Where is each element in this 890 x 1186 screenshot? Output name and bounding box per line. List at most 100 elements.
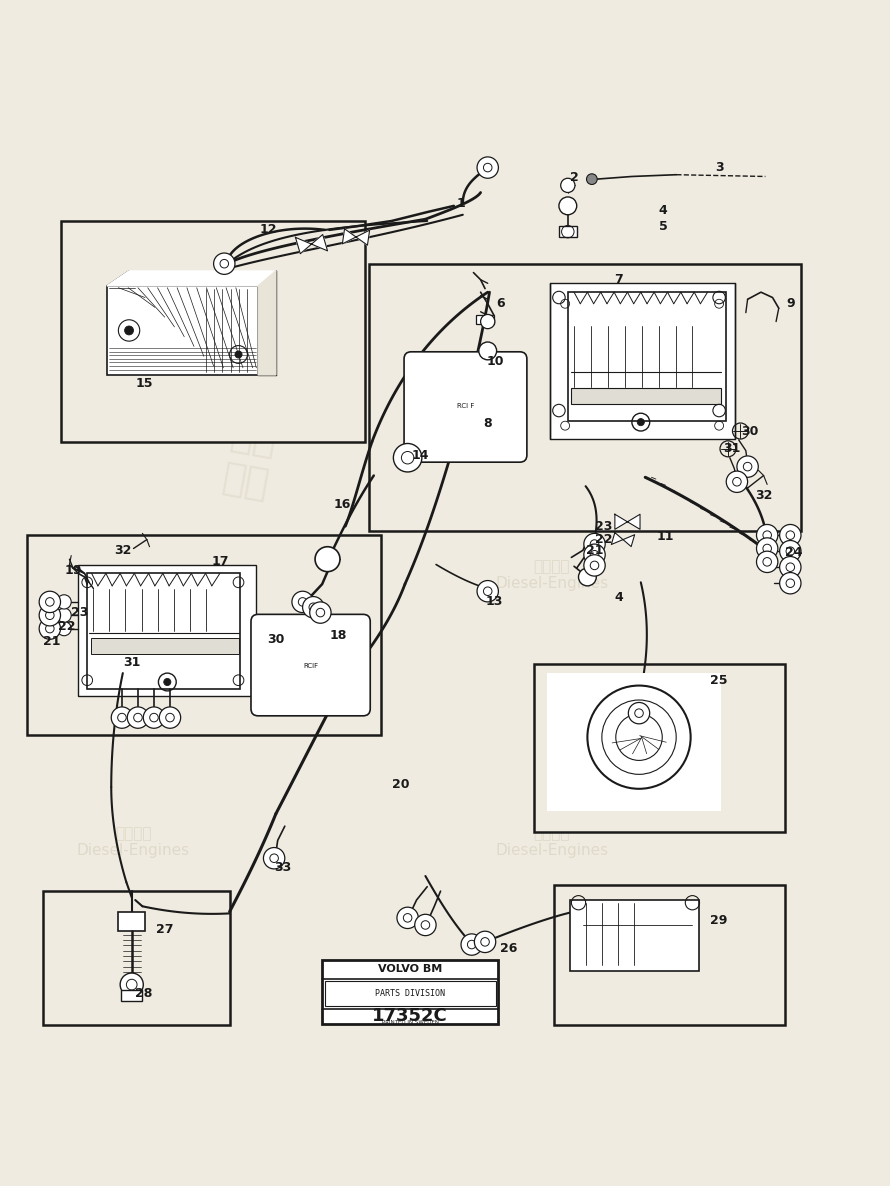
Text: 聚发动力
Diesel-Engines: 聚发动力 Diesel-Engines [77,266,190,298]
Bar [118,912,145,931]
Circle shape [120,973,143,996]
Text: 15: 15 [135,377,153,390]
Circle shape [57,595,71,610]
Bar [570,900,699,971]
Circle shape [303,597,324,618]
FancyBboxPatch shape [404,352,527,463]
Text: 12: 12 [260,223,278,236]
Text: 聚发动力
Diesel-Engines: 聚发动力 Diesel-Engines [495,825,609,859]
Circle shape [726,471,748,492]
Text: 聚发动力
Diesel-Engines: 聚发动力 Diesel-Engines [77,559,190,592]
Text: 聚发
动力: 聚发 动力 [219,415,279,504]
Text: VOLVO BM: VOLVO BM [378,964,442,975]
Polygon shape [343,229,369,246]
Text: 2: 2 [570,171,578,184]
Text: 22: 22 [58,620,76,633]
Text: 16: 16 [334,497,352,510]
Text: 10: 10 [487,355,505,368]
Circle shape [477,580,498,602]
Bar [554,885,785,1025]
Text: RClF: RClF [303,663,318,669]
Text: 24: 24 [785,547,803,560]
Polygon shape [258,270,276,375]
Text: 28: 28 [135,987,153,1000]
Circle shape [292,591,313,613]
Circle shape [481,314,495,329]
Text: 26: 26 [500,943,518,956]
Circle shape [780,541,801,562]
Circle shape [159,707,181,728]
Text: 29: 29 [710,914,728,927]
FancyBboxPatch shape [251,614,370,716]
Text: 5: 5 [659,219,668,232]
Circle shape [584,534,605,555]
Bar [61,221,365,441]
Text: PARTS DIVISION: PARTS DIVISION [376,989,445,997]
Bar [322,959,498,1024]
Circle shape [39,605,61,626]
Text: 32: 32 [114,543,132,556]
Bar [559,227,577,237]
Text: 32: 32 [755,489,773,502]
Text: 17: 17 [212,555,230,568]
Text: RCl F: RCl F [457,403,474,409]
Text: 20: 20 [392,778,409,791]
Bar [476,315,494,324]
Text: PRINTED IN SWEDEN: PRINTED IN SWEDEN [382,1020,439,1025]
Circle shape [310,602,331,624]
Bar [550,283,735,439]
Bar [568,292,726,421]
Bar [571,388,721,404]
Circle shape [415,914,436,936]
Text: 23: 23 [71,606,89,619]
Circle shape [127,707,149,728]
Bar [43,891,230,1025]
Circle shape [477,157,498,178]
Text: 6: 6 [496,298,505,311]
Text: 18: 18 [329,630,347,643]
Text: 21: 21 [586,543,603,556]
Circle shape [780,524,801,546]
Circle shape [57,608,71,623]
Bar [325,981,496,1006]
Circle shape [756,524,778,546]
Circle shape [737,455,758,477]
Circle shape [143,707,165,728]
Circle shape [578,568,596,586]
Bar [27,535,381,735]
Text: 3: 3 [715,161,724,174]
Text: 聚发动力
Diesel-Engines: 聚发动力 Diesel-Engines [495,559,609,592]
Text: 27: 27 [156,923,174,936]
Text: 聚发动力
Diesel-Engines: 聚发动力 Diesel-Engines [495,266,609,298]
Circle shape [479,342,497,359]
Circle shape [584,555,605,576]
Bar [369,263,801,530]
Text: 31: 31 [123,656,141,669]
Bar [78,565,256,696]
Text: 30: 30 [267,633,285,646]
Circle shape [125,326,134,334]
Text: 19: 19 [64,565,82,578]
Text: 7: 7 [614,273,623,286]
Text: 17352C: 17352C [372,1007,449,1025]
Circle shape [214,253,235,274]
Circle shape [57,621,71,636]
Text: 31: 31 [723,442,740,455]
Text: 30: 30 [740,425,758,438]
Text: 25: 25 [710,674,728,687]
Text: 4: 4 [614,591,623,604]
Polygon shape [611,533,635,547]
Bar [534,664,785,831]
Circle shape [756,537,778,559]
Text: 33: 33 [274,861,292,874]
Bar [121,990,142,1001]
Circle shape [315,547,340,572]
Circle shape [393,444,422,472]
Circle shape [461,933,482,955]
Circle shape [39,618,61,639]
Polygon shape [615,515,640,529]
Text: 9: 9 [786,298,795,311]
Text: 4: 4 [659,204,668,217]
Text: 聚发
动力: 聚发 动力 [611,727,671,816]
Text: 1: 1 [457,197,465,210]
